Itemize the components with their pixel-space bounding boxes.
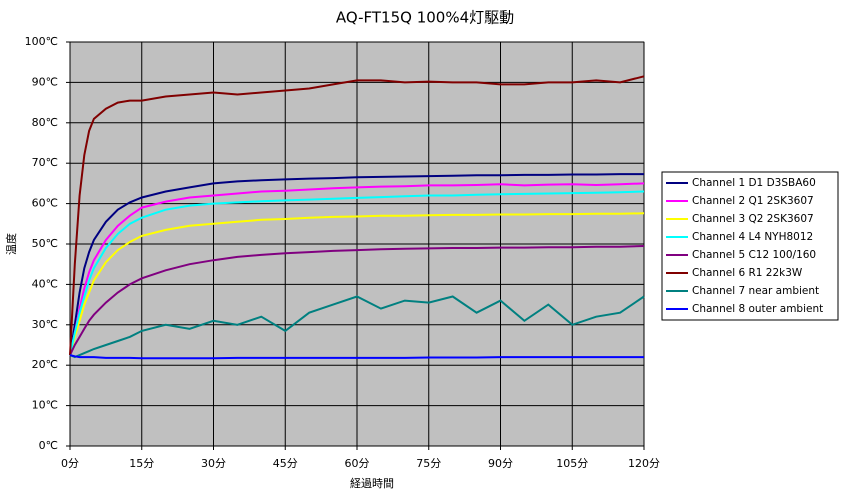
chart-title: AQ-FT15Q 100%4灯駆動	[336, 9, 514, 27]
y-tick-label: 0℃	[39, 439, 58, 452]
y-tick-label: 40℃	[32, 277, 58, 290]
series-line	[69, 212, 645, 356]
x-tick-label: 45分	[273, 457, 298, 470]
x-tick-label: 30分	[201, 457, 226, 470]
series-line	[69, 354, 644, 360]
y-tick-label: 100℃	[25, 35, 58, 48]
series-line	[69, 173, 644, 356]
legend-label: Channel 1 D1 D3SBA60	[692, 177, 816, 189]
x-tick-label: 60分	[345, 457, 370, 470]
series-line	[69, 182, 645, 356]
y-tick-label: 20℃	[32, 358, 58, 371]
x-tick-label: 0分	[61, 457, 79, 470]
y-tick-label: 50℃	[32, 237, 58, 250]
series-line	[69, 245, 645, 356]
x-tick-label: 15分	[129, 457, 154, 470]
legend-label: Channel 6 R1 22k3W	[692, 267, 803, 279]
legend-label: Channel 7 near ambient	[692, 285, 819, 297]
series-line	[69, 75, 645, 356]
x-axis-label: 経過時間	[350, 477, 394, 490]
legend-label: Channel 8 outer ambient	[692, 303, 823, 315]
y-axis-label: 温度	[4, 233, 18, 255]
series-line	[69, 190, 645, 356]
x-tick-label: 105分	[556, 457, 588, 470]
y-tick-label: 90℃	[32, 75, 58, 88]
legend-label: Channel 4 L4 NYH8012	[692, 231, 813, 243]
y-tick-label: 30℃	[32, 318, 58, 331]
legend-label: Channel 5 C12 100/160	[692, 249, 816, 261]
series-line	[69, 295, 645, 359]
x-tick-label: 90分	[488, 457, 513, 470]
legend-box	[661, 171, 839, 321]
x-tick-label: 75分	[416, 457, 441, 470]
legend-label: Channel 3 Q2 2SK3607	[692, 213, 814, 225]
legend-label: Channel 2 Q1 2SK3607	[692, 195, 814, 207]
y-tick-label: 60℃	[32, 197, 58, 210]
y-tick-label: 70℃	[32, 156, 58, 169]
y-tick-label: 80℃	[32, 116, 58, 129]
x-tick-label: 120分	[628, 457, 660, 470]
y-tick-label: 10℃	[32, 399, 58, 412]
